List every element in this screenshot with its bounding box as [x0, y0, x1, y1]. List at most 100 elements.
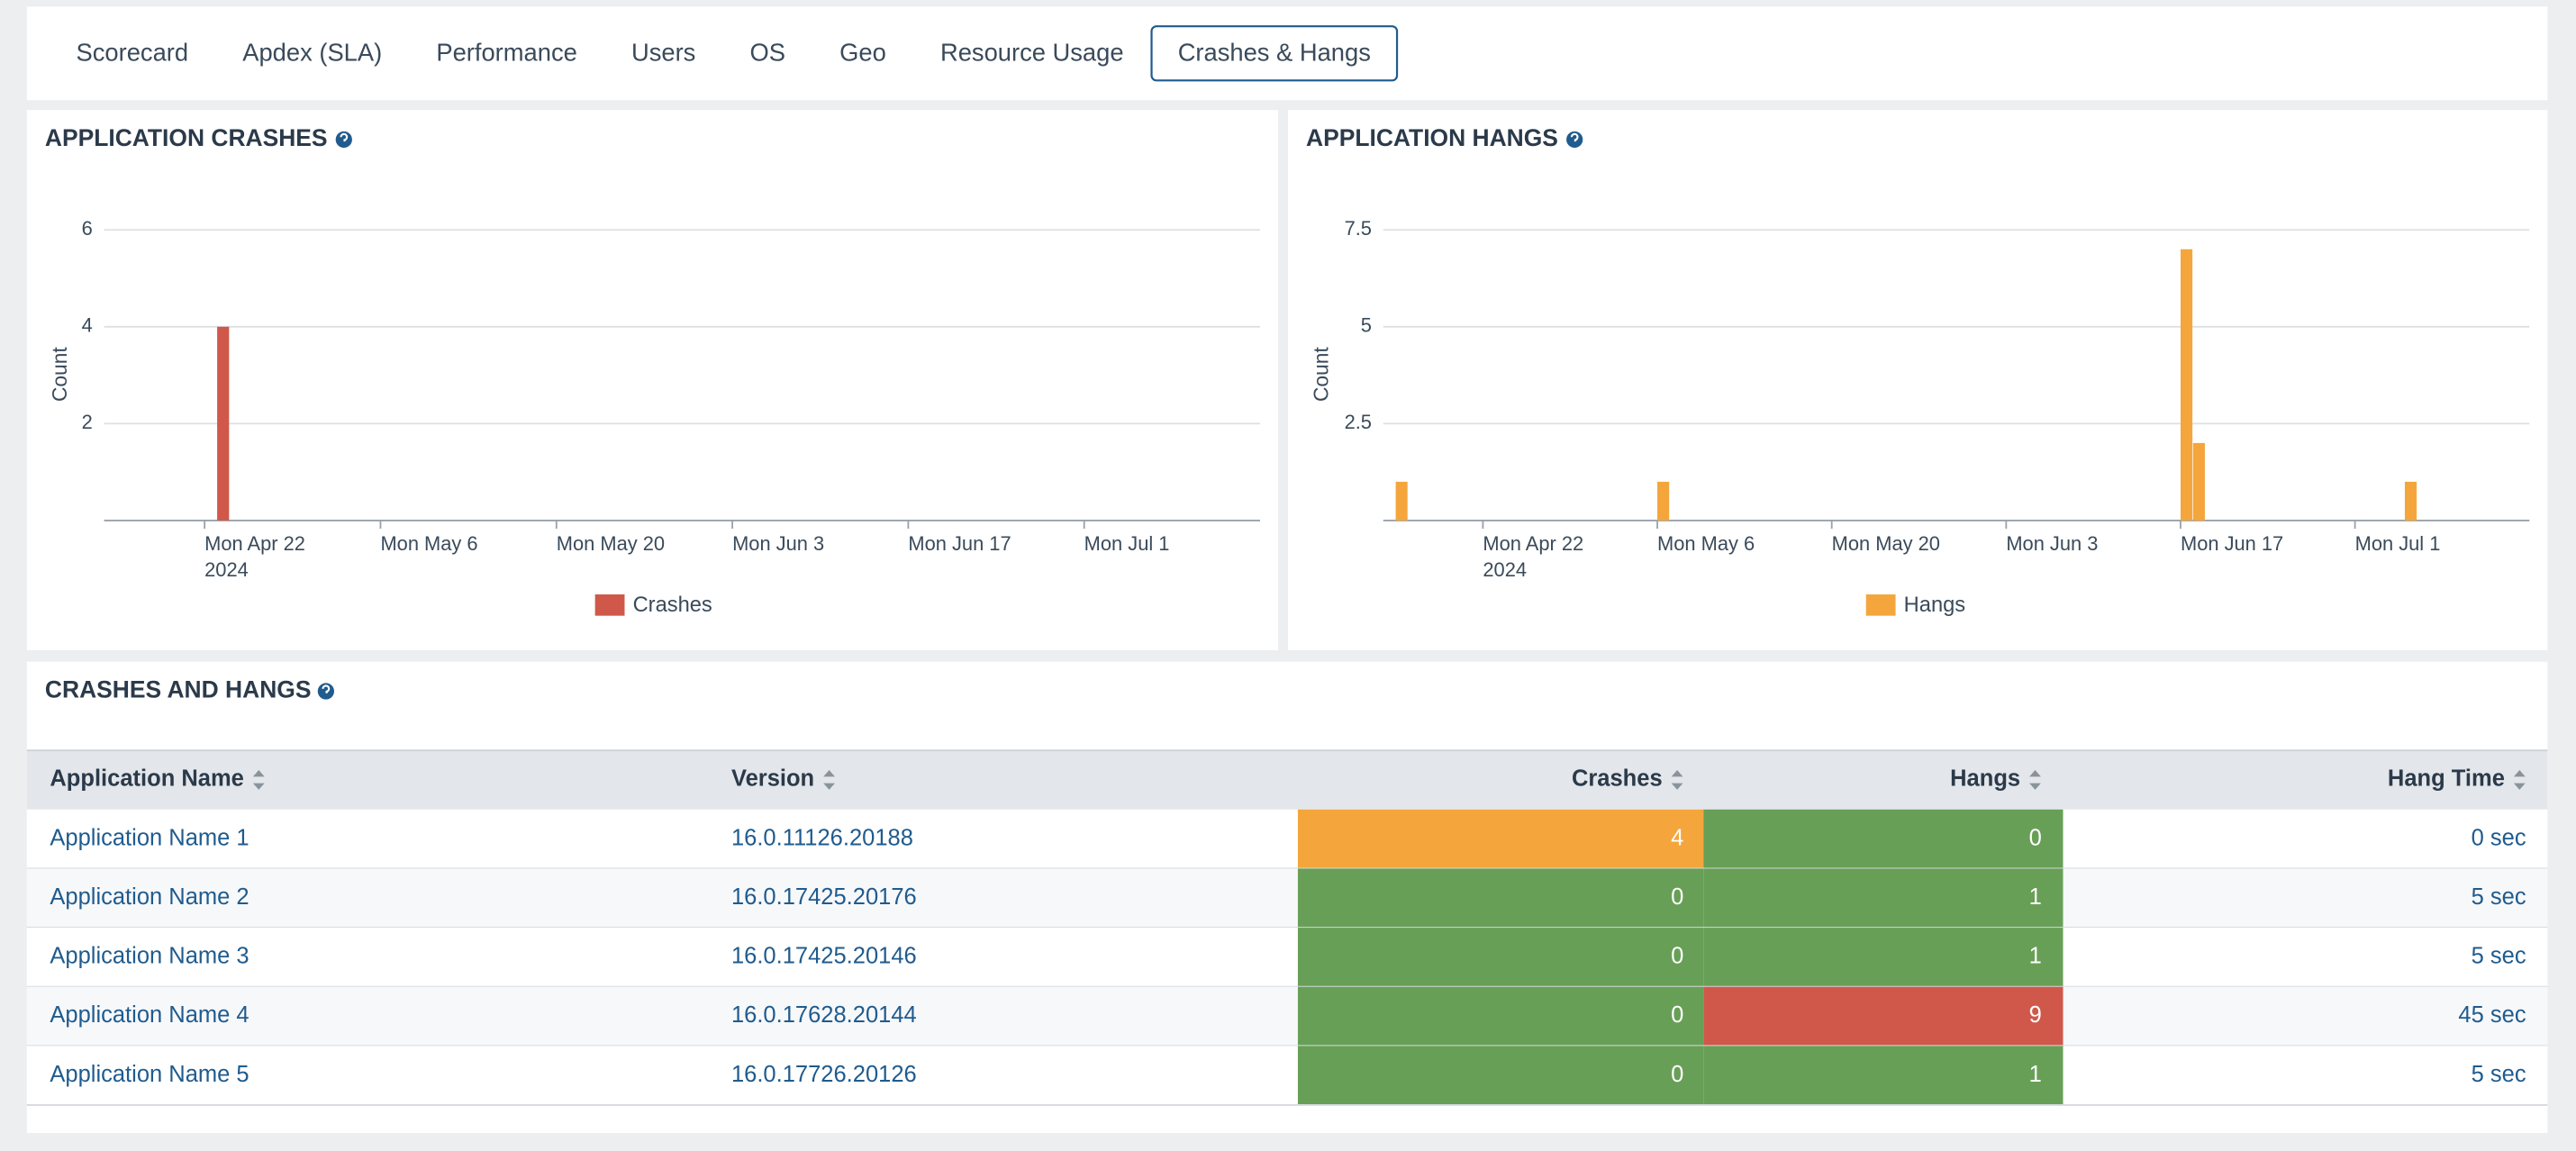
y-tick-label: 2	[82, 411, 93, 433]
table-row	[26, 809, 2548, 869]
column-header[interactable]: Crashes	[1572, 766, 1663, 792]
app-name[interactable]: Application Name 5	[50, 1062, 249, 1087]
x-tick-sublabel: 2024	[204, 558, 249, 581]
legend-swatch	[594, 594, 625, 616]
sort-icon[interactable]	[1671, 770, 1683, 790]
hang-time[interactable]: 5 sec	[2472, 944, 2526, 969]
bar	[2180, 249, 2193, 521]
x-tick-label: Mon Apr 22	[1483, 532, 1583, 555]
active-tab[interactable]	[1150, 25, 1399, 82]
tab[interactable]: Performance	[436, 38, 576, 66]
crashes-cell	[1297, 868, 1704, 929]
table-row	[26, 928, 2548, 987]
sort-icon[interactable]	[252, 770, 265, 790]
crashes-count: 0	[1671, 1002, 1683, 1028]
column-header[interactable]: Hang Time	[2388, 766, 2505, 792]
tab[interactable]: Scorecard	[77, 38, 189, 66]
sort-icon[interactable]	[2029, 770, 2041, 790]
crashes-count: 0	[1671, 944, 1683, 969]
hang-time[interactable]: 45 sec	[2458, 1002, 2526, 1028]
crashes-count: 4	[1671, 825, 1683, 850]
y-tick-label: 5	[1361, 314, 1372, 337]
y-tick-label: 2.5	[1345, 411, 1372, 433]
help-glyph	[322, 684, 331, 693]
x-tick-label: Mon Jun 17	[2181, 532, 2283, 555]
bar	[217, 326, 230, 521]
sort-icon[interactable]	[2513, 770, 2526, 790]
app-name[interactable]: Application Name 3	[50, 944, 249, 969]
crashes-panel	[26, 110, 1279, 650]
version[interactable]: 16.0.17726.20126	[731, 1062, 917, 1087]
x-tick-label: Mon Jul 1	[1084, 532, 1170, 555]
crashes-cell	[1297, 986, 1704, 1047]
app-name[interactable]: Application Name 2	[50, 884, 249, 910]
crashes-cell	[1297, 809, 1704, 869]
legend-label: Crashes	[633, 594, 712, 617]
x-tick-label: Mon Jun 17	[908, 532, 1011, 555]
chart-title: APPLICATION CRASHES	[45, 124, 328, 151]
tab[interactable]: Crashes & Hangs	[1178, 38, 1371, 66]
version[interactable]: 16.0.17425.20176	[731, 884, 917, 910]
table-row	[26, 986, 2548, 1047]
x-tick-label: Mon May 6	[380, 532, 477, 555]
crashes-cell	[1297, 928, 1704, 987]
tab[interactable]: OS	[750, 38, 785, 66]
y-tick-label: 4	[82, 314, 93, 337]
tab[interactable]: Geo	[839, 38, 886, 66]
hangs-cell	[1703, 928, 2064, 987]
hangs-cell	[1703, 809, 2064, 869]
hang-time[interactable]: 0 sec	[2472, 825, 2526, 850]
app-name[interactable]: Application Name 4	[50, 1002, 249, 1028]
hang-time[interactable]: 5 sec	[2472, 884, 2526, 910]
version[interactable]: 16.0.11126.20188	[731, 825, 913, 850]
x-tick-label: Mon Apr 22	[204, 532, 305, 555]
column-header[interactable]: Version	[731, 766, 814, 792]
bar	[2192, 442, 2205, 521]
legend-swatch	[1865, 594, 1896, 616]
version[interactable]: 16.0.17425.20146	[731, 944, 917, 969]
table-header	[26, 750, 2548, 810]
sort-icon[interactable]	[823, 770, 835, 790]
x-tick-label: Mon Jun 3	[2006, 532, 2098, 555]
crashes-cell	[1297, 1046, 1704, 1105]
bar	[1657, 481, 1670, 521]
table-title: CRASHES AND HANGS	[45, 676, 312, 703]
x-tick-label: Mon May 20	[1832, 532, 1940, 555]
help-glyph	[1570, 132, 1579, 142]
crashes-count: 0	[1671, 1062, 1683, 1087]
y-tick-label: 7.5	[1345, 217, 1372, 240]
x-tick-sublabel: 2024	[1483, 558, 1527, 581]
hang-time[interactable]: 5 sec	[2472, 1062, 2526, 1087]
app-name[interactable]: Application Name 1	[50, 825, 249, 850]
x-tick-label: Mon Jul 1	[2355, 532, 2441, 555]
hangs-count: 1	[2029, 884, 2042, 910]
y-axis-label: Count	[48, 347, 71, 402]
hangs-panel	[1288, 110, 2548, 650]
hangs-cell	[1703, 868, 2064, 929]
chart-title: APPLICATION HANGS	[1306, 124, 1558, 151]
help-glyph	[340, 132, 349, 142]
tab-bar	[26, 6, 2548, 101]
legend-label: Hangs	[1904, 594, 1965, 617]
hangs-count: 1	[2029, 1062, 2042, 1087]
column-header[interactable]: Application Name	[50, 766, 244, 792]
x-tick-label: Mon May 20	[557, 532, 665, 555]
table-row	[26, 1046, 2548, 1105]
x-tick-label: Mon May 6	[1657, 532, 1755, 555]
tab[interactable]: Users	[631, 38, 695, 66]
hangs-count: 9	[2029, 1002, 2042, 1028]
bar	[2404, 481, 2417, 521]
hangs-count: 0	[2029, 825, 2042, 850]
version[interactable]: 16.0.17628.20144	[731, 1002, 917, 1028]
tab[interactable]: Apdex (SLA)	[242, 38, 382, 66]
y-axis-label: Count	[1309, 347, 1332, 402]
table-row	[26, 868, 2548, 929]
column-header[interactable]: Hangs	[1950, 766, 2020, 792]
crashes-count: 0	[1671, 884, 1683, 910]
y-tick-label: 6	[82, 217, 93, 240]
bar	[1395, 481, 1408, 521]
x-tick-label: Mon Jun 3	[732, 532, 824, 555]
tab[interactable]: Resource Usage	[940, 38, 1124, 66]
